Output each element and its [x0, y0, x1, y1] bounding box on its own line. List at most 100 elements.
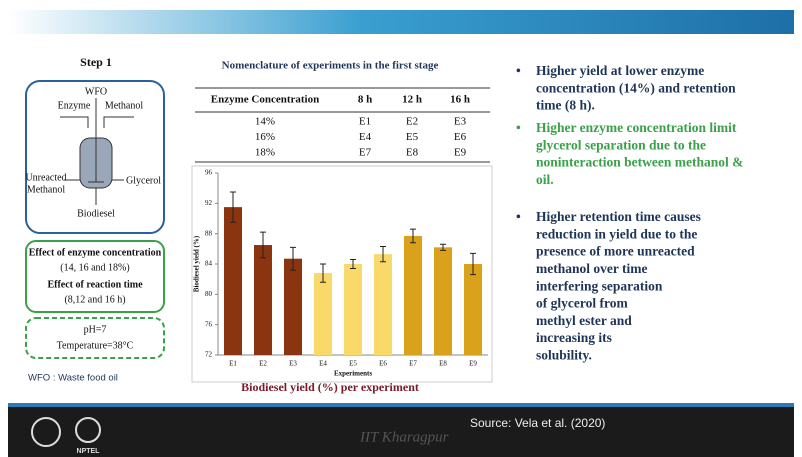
table-header: 8 h — [358, 94, 372, 106]
table-cell: E3 — [454, 116, 467, 128]
bullet-line: noninteraction between methanol & — [536, 155, 743, 170]
error-bar — [230, 191, 236, 223]
enzyme: Enzyme — [58, 100, 91, 111]
bullet-line: oil. — [536, 172, 554, 187]
condition: pH=7 — [84, 324, 107, 335]
top-band — [8, 10, 794, 34]
table-cell: E2 — [406, 116, 418, 128]
bullet-line: methanol over time — [536, 261, 647, 276]
y-tick-label: 96 — [205, 169, 213, 177]
bullet-line: Higher enzyme concentration limit — [536, 120, 737, 135]
effect: (14, 16 and 18%) — [60, 262, 129, 273]
table-cell: 16% — [255, 131, 275, 143]
bullet-line: of glycerol from — [536, 296, 628, 311]
bar — [434, 247, 452, 355]
bar — [314, 273, 332, 355]
x-tick-label: E4 — [319, 360, 327, 368]
source: Source: Vela et al. (2020) — [470, 416, 605, 430]
bullet-line: solubility. — [536, 347, 592, 362]
y-tick-label: 72 — [205, 351, 213, 359]
effect: Effect of reaction time — [47, 279, 143, 290]
bar — [404, 235, 422, 355]
bullet-line: time (8 h). — [536, 98, 595, 113]
table-cell: 14% — [255, 116, 275, 128]
bar — [344, 264, 362, 355]
x-axis-label: Experiments — [334, 370, 372, 378]
bullet-line: methyl ester and — [536, 313, 632, 328]
abbreviation: WFO : Waste food oil — [28, 373, 118, 384]
logo-iit — [31, 417, 61, 447]
error-bar — [440, 243, 446, 251]
table-cell: E8 — [406, 147, 419, 159]
logo-text: NPTEL — [77, 448, 101, 455]
table-title: Nomenclature of experiments in the first… — [222, 60, 439, 72]
x-tick-label: E5 — [349, 360, 357, 368]
error-bar — [350, 258, 356, 270]
bullet-line: Higher yield at lower enzyme — [536, 63, 704, 78]
bullet-dot: • — [516, 209, 521, 224]
bullet-line: presence of more unreacted — [536, 244, 695, 259]
table-header: 16 h — [450, 94, 470, 106]
footer-line — [8, 403, 794, 407]
bullet-line: glycerol separation due to the — [536, 137, 706, 152]
conditions-box — [25, 317, 165, 359]
table-cell: E1 — [359, 116, 371, 128]
x-tick-label: E2 — [259, 360, 267, 368]
error-bar — [320, 263, 326, 283]
error-bar — [260, 231, 266, 259]
bar — [374, 254, 392, 355]
x-tick-label: E1 — [229, 360, 237, 368]
reactor-lines — [64, 128, 124, 205]
footer — [8, 405, 794, 457]
x-tick-label: E6 — [379, 360, 387, 368]
error-bar — [380, 246, 386, 263]
y-tick-label: 76 — [205, 320, 213, 328]
x-tick-label: E9 — [469, 360, 477, 368]
error-bar — [410, 228, 416, 244]
chart-title: Biodiesel yield (%) per experiment — [241, 380, 419, 394]
bullet-line: reduction in yield due to the — [536, 226, 697, 241]
bullet-line: Higher retention time causes — [536, 209, 701, 224]
effects-box — [25, 240, 165, 313]
bullet-line: increasing its — [536, 330, 612, 345]
feed: WFO — [85, 86, 107, 97]
unreacted-2: Methanol — [27, 184, 66, 195]
table-cell: E9 — [454, 147, 467, 159]
x-tick-label: E3 — [289, 360, 297, 368]
table-header: 12 h — [402, 94, 422, 106]
bar — [464, 264, 482, 355]
error-bar — [290, 246, 296, 271]
diagram-box — [25, 80, 165, 234]
table-header: Enzyme Concentration — [211, 94, 319, 106]
table-cell: E5 — [406, 131, 419, 143]
effect: (8,12 and 16 h) — [64, 294, 125, 305]
y-tick-label: 80 — [205, 290, 213, 298]
table-cell: E6 — [454, 131, 467, 143]
table-cell: E7 — [359, 147, 372, 159]
glycerol: Glycerol — [126, 175, 161, 186]
y-axis-label: Biodiesel yield (%) — [193, 235, 201, 292]
condition: Temperature=38°C — [57, 340, 134, 351]
table-cell: 18% — [255, 147, 275, 159]
bullet-line: concentration (14%) and retention — [536, 80, 736, 95]
chart-frame — [191, 165, 493, 383]
bar — [254, 245, 272, 355]
logo-nptel — [75, 417, 101, 443]
biodiesel: Biodiesel — [77, 208, 115, 219]
x-tick-label: E8 — [439, 360, 447, 368]
y-tick-label: 92 — [205, 199, 213, 207]
effect: Effect of enzyme concentration — [29, 247, 162, 258]
error-bar — [470, 252, 476, 276]
step: Step 1 — [80, 55, 112, 69]
bar — [284, 258, 302, 355]
bullet-dot: • — [516, 120, 521, 135]
y-tick-label: 84 — [205, 260, 213, 268]
bullet-line: interfering separation — [536, 278, 663, 293]
table-cell: E4 — [359, 131, 372, 143]
methanol: Methanol — [105, 100, 144, 111]
unreacted-1: Unreacted — [25, 172, 66, 183]
x-tick-label: E7 — [409, 360, 417, 368]
watermark: IIT Kharagpur — [359, 429, 449, 445]
